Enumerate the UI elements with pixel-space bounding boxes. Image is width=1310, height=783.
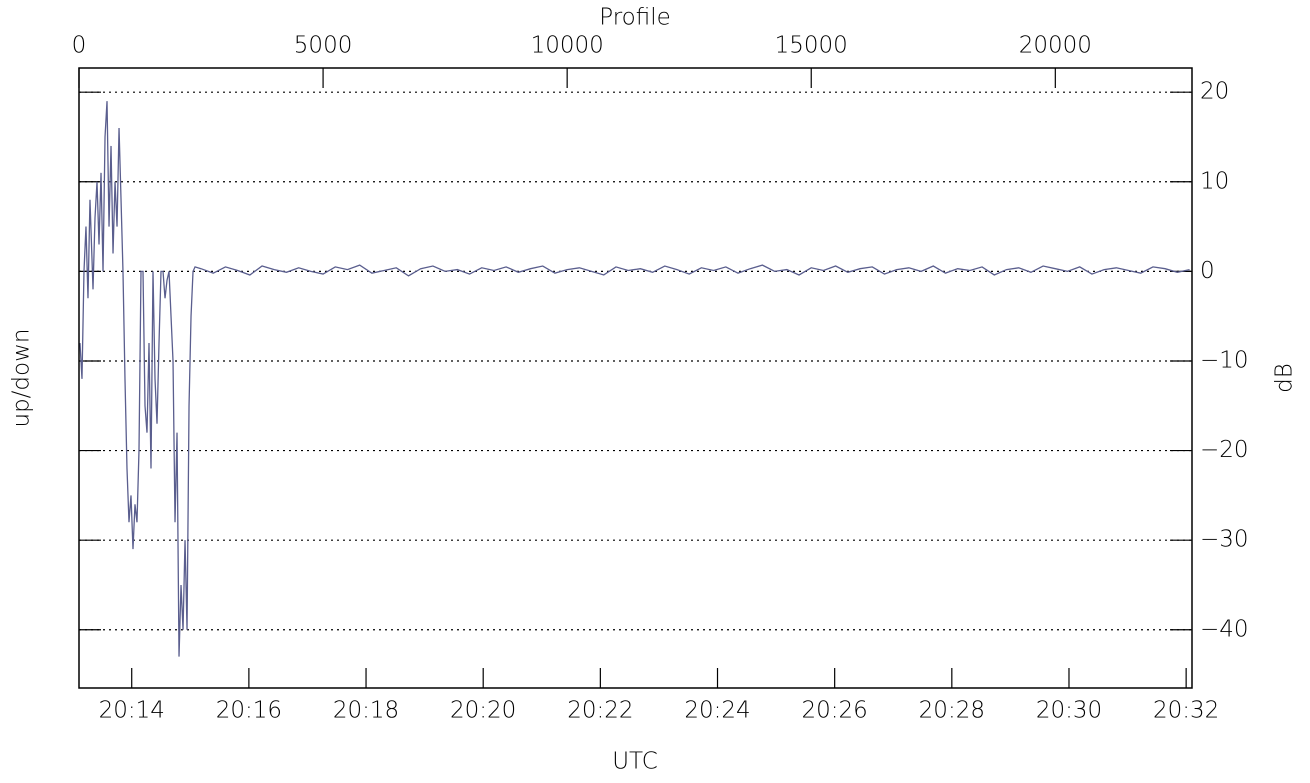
top-axis-title: Profile — [599, 5, 671, 31]
y2-tick-label: 0 — [1200, 258, 1215, 284]
x2-tick-label: 20:16 — [216, 698, 282, 724]
right-axis-title: dB — [1272, 363, 1298, 393]
x2-tick-label: 20:28 — [919, 698, 985, 724]
x-tick-label: 5000 — [294, 33, 353, 59]
x2-tick-label: 20:30 — [1036, 698, 1102, 724]
y2-tick-label: −40 — [1200, 616, 1249, 642]
x-tick-label: 15000 — [775, 33, 848, 59]
x-tick-label: 20000 — [1019, 33, 1092, 59]
y2-tick-label: −20 — [1200, 437, 1249, 463]
y2-tick-label: 20 — [1200, 79, 1229, 105]
y2-tick-label: 10 — [1200, 168, 1229, 194]
x2-tick-label: 20:18 — [333, 698, 399, 724]
data-line — [79, 101, 1190, 657]
x2-tick-label: 20:20 — [450, 698, 516, 724]
x2-tick-label: 20:24 — [684, 698, 750, 724]
y2-tick-label: −30 — [1200, 527, 1249, 553]
x2-tick-label: 20:26 — [802, 698, 868, 724]
x-tick-label: 0 — [72, 33, 87, 59]
x-tick-label: 10000 — [531, 33, 604, 59]
x2-tick-label: 20:22 — [567, 698, 633, 724]
y2-tick-label: −10 — [1200, 347, 1249, 373]
plot-frame — [78, 67, 1193, 689]
bottom-axis-title: UTC — [612, 749, 658, 775]
left-axis-title: up/down — [9, 329, 35, 428]
x2-tick-label: 20:14 — [99, 698, 165, 724]
x2-tick-label: 20:32 — [1153, 698, 1219, 724]
